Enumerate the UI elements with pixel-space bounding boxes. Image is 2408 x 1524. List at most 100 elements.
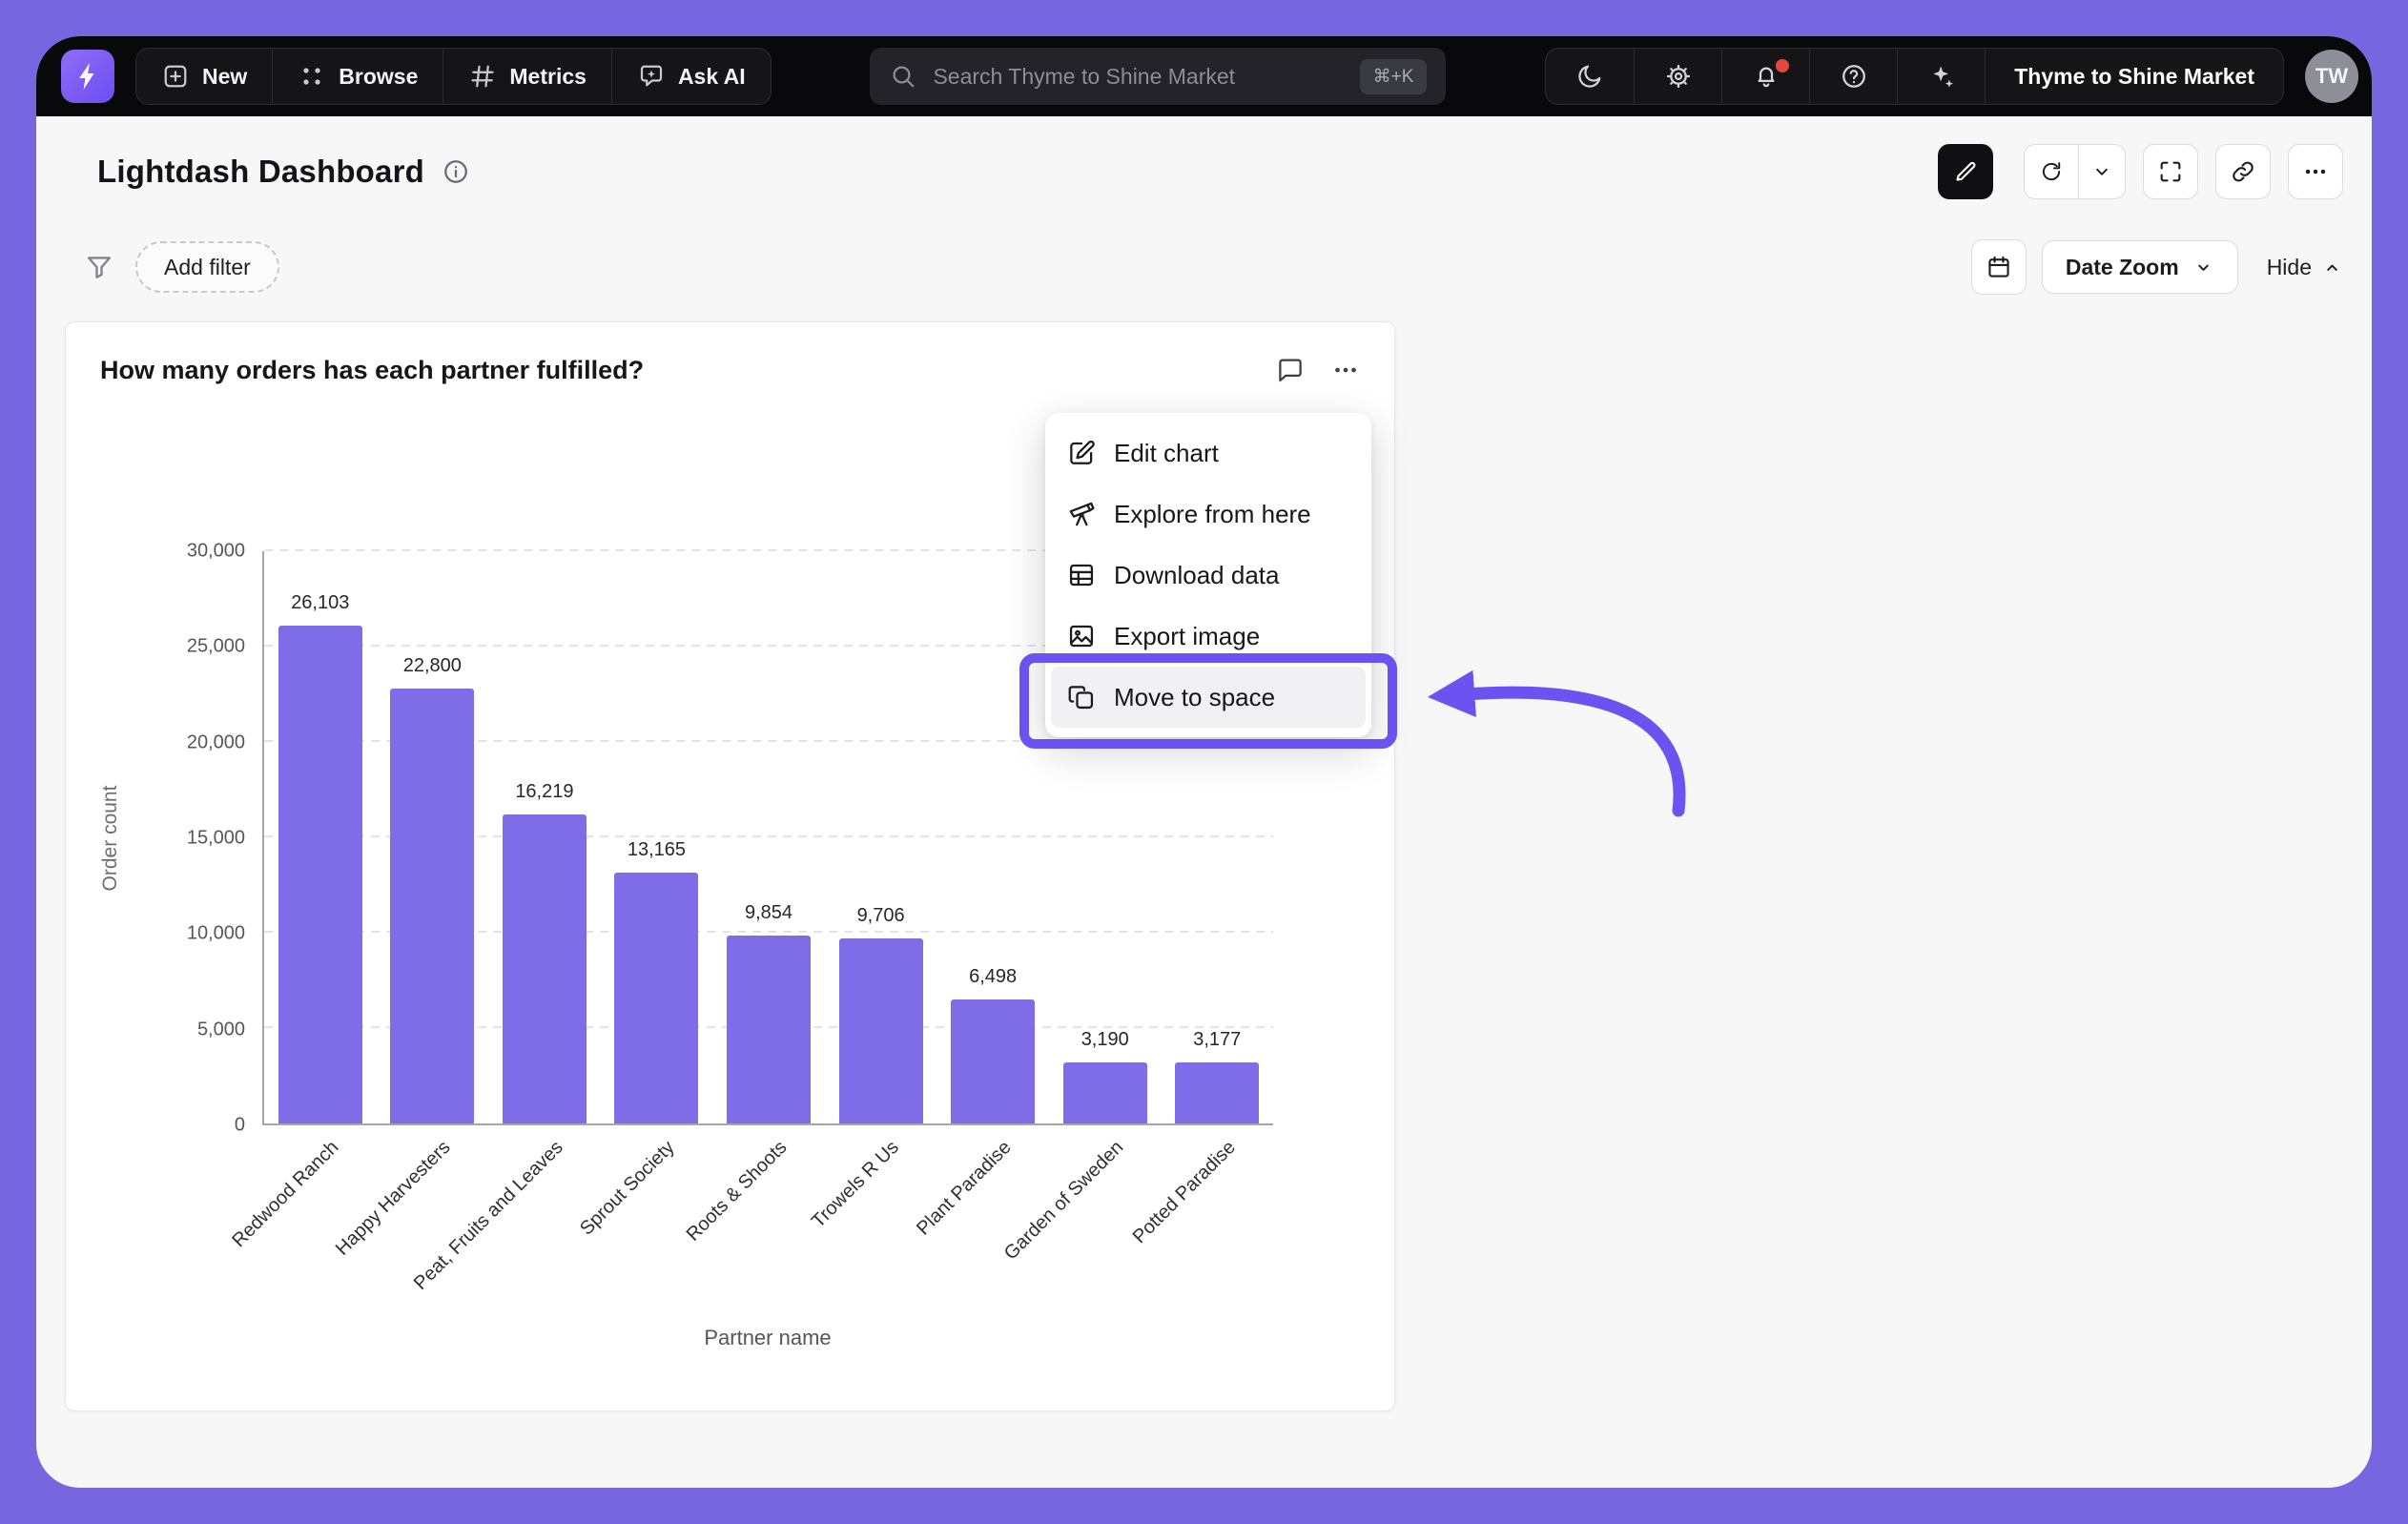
bar-slot: 9,706 bbox=[825, 551, 937, 1123]
bar[interactable] bbox=[614, 872, 699, 1123]
navbar-left-group: New Browse Metrics Ask AI bbox=[135, 48, 772, 105]
global-search-input[interactable]: Search Thyme to Shine Market ⌘+K bbox=[870, 48, 1447, 105]
date-zoom-label: Date Zoom bbox=[2065, 254, 2179, 279]
y-tick-label: 20,000 bbox=[186, 731, 245, 753]
page-title: Lightdash Dashboard bbox=[97, 154, 424, 189]
gridline bbox=[264, 835, 1273, 837]
chart-title: How many orders has each partner fulfill… bbox=[100, 355, 645, 384]
y-tick-label: 10,000 bbox=[186, 922, 245, 944]
y-tick-label: 25,000 bbox=[186, 635, 245, 657]
filter-funnel-icon bbox=[84, 252, 114, 282]
dashboard-content: How many orders has each partner fulfill… bbox=[36, 295, 2372, 1411]
bar-slot: 13,165 bbox=[601, 551, 713, 1123]
gridline bbox=[264, 549, 1273, 551]
metrics-button[interactable]: Metrics bbox=[442, 49, 611, 104]
bar[interactable] bbox=[390, 689, 475, 1123]
menu-item-explore-from-here[interactable]: Explore from here bbox=[1051, 484, 1366, 545]
bar[interactable] bbox=[727, 935, 812, 1123]
date-zoom-dropdown[interactable]: Date Zoom bbox=[2041, 240, 2238, 294]
share-link-button[interactable] bbox=[2215, 144, 2271, 199]
ask-ai-label: Ask AI bbox=[677, 63, 746, 89]
y-axis-title-wrap: Order count bbox=[91, 551, 131, 1125]
plot-area: 26,103 22,800 16,219 13,165 9,854 9,706 6,498 3… bbox=[262, 549, 1273, 1125]
bar-chart: Order count 0 5,000 10,000 15,000 20,000 25,0… bbox=[91, 541, 1360, 1350]
bar[interactable] bbox=[502, 813, 587, 1123]
dashboard-header: Lightdash Dashboard bbox=[36, 116, 2372, 199]
date-picker-button[interactable] bbox=[1970, 239, 2027, 295]
x-axis-labels: Redwood Ranch Happy Harvesters Peat, Fruit… bbox=[228, 1125, 1274, 1324]
image-icon bbox=[1066, 621, 1097, 651]
bar-slot: 9,854 bbox=[712, 551, 825, 1123]
ai-sparkles-button[interactable] bbox=[1897, 49, 1985, 104]
moon-icon bbox=[1578, 65, 1601, 88]
y-axis-title: Order count bbox=[99, 785, 121, 892]
chevron-down-icon bbox=[2192, 257, 2214, 278]
comment-icon[interactable] bbox=[1276, 356, 1305, 384]
user-avatar[interactable]: TW bbox=[2305, 50, 2359, 103]
y-tick-label: 30,000 bbox=[186, 540, 245, 562]
bar[interactable] bbox=[951, 999, 1036, 1123]
browse-label: Browse bbox=[339, 63, 419, 89]
refresh-button[interactable] bbox=[2025, 145, 2078, 198]
help-button[interactable] bbox=[1809, 49, 1897, 104]
chart-tile-actions bbox=[1276, 356, 1360, 384]
explore-icon bbox=[1066, 499, 1097, 529]
bar-slot: 22,800 bbox=[377, 551, 489, 1123]
bar-slot: 16,219 bbox=[488, 551, 601, 1123]
menu-item-move-to-space[interactable]: Move to space bbox=[1051, 667, 1366, 728]
context-menu-items: Edit chart Explore from here Download data… bbox=[1045, 422, 1371, 728]
ask-ai-button[interactable]: Ask AI bbox=[610, 49, 771, 104]
hide-toggle[interactable]: Hide bbox=[2267, 255, 2343, 280]
chart-context-menu: Edit chart Explore from here Download data… bbox=[1019, 413, 1397, 749]
chevron-down-icon bbox=[2096, 168, 2108, 175]
dots-horizontal-icon bbox=[2305, 169, 2326, 175]
edit-dashboard-button[interactable] bbox=[1938, 144, 1993, 199]
chart-tile: How many orders has each partner fulfill… bbox=[65, 321, 1397, 1411]
bar-slot: 3,190 bbox=[1049, 551, 1162, 1123]
top-navbar: New Browse Metrics Ask AI Search Thyme t… bbox=[36, 36, 2372, 116]
dashboard-more-button[interactable] bbox=[2288, 144, 2343, 199]
menu-item-download-data[interactable]: Download data bbox=[1051, 545, 1366, 606]
refresh-options-button[interactable] bbox=[2078, 145, 2125, 198]
new-label: New bbox=[202, 63, 248, 89]
tile-more-button[interactable] bbox=[1331, 356, 1360, 384]
bar-value-label: 26,103 bbox=[291, 591, 350, 613]
bar-value-label: 22,800 bbox=[402, 655, 462, 676]
bar[interactable] bbox=[838, 937, 923, 1123]
settings-button[interactable] bbox=[1634, 49, 1721, 104]
gear-icon bbox=[1666, 64, 1690, 89]
menu-item-label: Export image bbox=[1114, 621, 1261, 650]
dark-mode-button[interactable] bbox=[1546, 49, 1634, 104]
add-filter-button[interactable]: Add filter bbox=[135, 241, 279, 293]
gridline bbox=[264, 740, 1273, 742]
pencil-icon bbox=[1956, 161, 1976, 181]
bar[interactable] bbox=[1062, 1062, 1147, 1123]
bar-value-label: 13,165 bbox=[627, 838, 687, 860]
info-icon[interactable] bbox=[442, 157, 470, 186]
bar-value-label: 3,177 bbox=[1193, 1029, 1242, 1051]
lightdash-logo[interactable] bbox=[61, 50, 114, 103]
notification-dot bbox=[1776, 59, 1790, 72]
hash-icon bbox=[468, 62, 497, 91]
org-name[interactable]: Thyme to Shine Market bbox=[1985, 49, 2283, 104]
y-tick-labels: 0 5,000 10,000 15,000 20,000 25,000 30,000 bbox=[131, 541, 262, 1136]
fullscreen-button[interactable] bbox=[2143, 144, 2198, 199]
bar-slots: 26,103 22,800 16,219 13,165 9,854 9,706 6,498 3… bbox=[264, 551, 1273, 1123]
chevron-up-icon bbox=[2321, 257, 2343, 278]
bar[interactable] bbox=[1175, 1062, 1260, 1123]
navbar-right-group: Thyme to Shine Market bbox=[1545, 48, 2285, 105]
new-button[interactable]: New bbox=[136, 49, 272, 104]
bar[interactable] bbox=[278, 625, 362, 1123]
browse-button[interactable]: Browse bbox=[272, 49, 442, 104]
table-icon bbox=[1066, 560, 1097, 590]
notifications-button[interactable] bbox=[1721, 49, 1809, 104]
menu-item-label: Edit chart bbox=[1114, 438, 1219, 467]
x-slot: Potted Paradise bbox=[1129, 1125, 1274, 1324]
menu-item-export-image[interactable]: Export image bbox=[1051, 606, 1366, 667]
y-tick-label: 15,000 bbox=[186, 827, 245, 849]
bar-slot: 6,498 bbox=[936, 551, 1049, 1123]
menu-item-edit-chart[interactable]: Edit chart bbox=[1051, 422, 1366, 484]
search-placeholder: Search Thyme to Shine Market bbox=[933, 63, 1236, 89]
menu-item-label: Move to space bbox=[1114, 682, 1276, 711]
chat-star-icon bbox=[637, 62, 666, 91]
